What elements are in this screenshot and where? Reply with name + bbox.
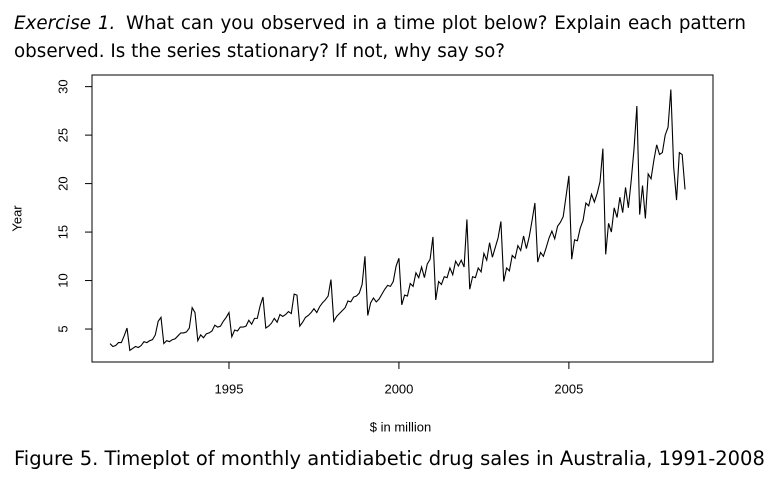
exercise: Exercise 1. What can you observed in a t… (14, 10, 746, 66)
y-tick-label: 15 (55, 225, 70, 239)
chart: 1995 2000 2005 5 10 15 20 25 30 $ in million Year (9, 74, 714, 434)
y-tick-label: 20 (55, 176, 70, 190)
x-tick-label: 2005 (554, 381, 583, 396)
y-tick-label: 10 (55, 273, 70, 287)
series-line (109, 89, 686, 352)
exercise-text: What can you observed in a time plot bel… (14, 13, 746, 62)
x-axis-label: $ in million (370, 419, 431, 434)
y-tick-label: 25 (55, 128, 70, 142)
x-tick-label: 1995 (215, 381, 244, 396)
caption: Figure 5. Timeplot of monthly antidiabet… (14, 447, 765, 470)
y-axis-label: Year (9, 205, 24, 232)
exercise-label: Exercise 1. (14, 13, 116, 34)
x-tick-label: 2000 (384, 381, 413, 396)
y-tick-label: 5 (55, 325, 70, 332)
y-tick-label: 30 (55, 79, 70, 93)
plot-frame (91, 74, 714, 363)
